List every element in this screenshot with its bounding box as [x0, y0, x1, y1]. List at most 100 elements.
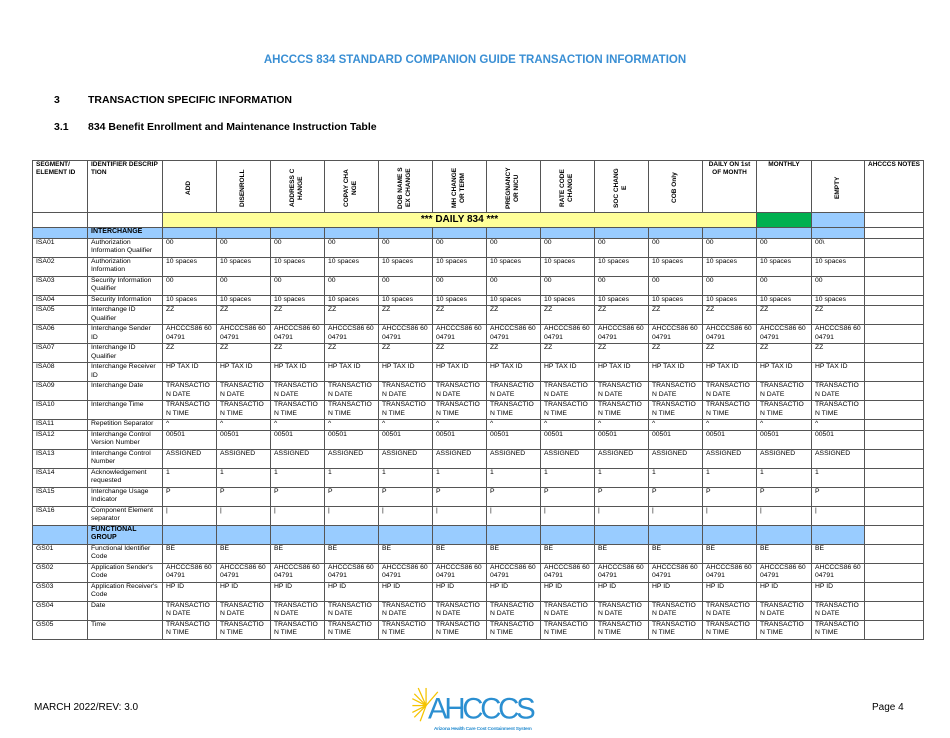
value-cell: ZZ — [648, 305, 703, 326]
value-cell: ASSIGNED — [648, 448, 703, 469]
notes-cell — [864, 305, 924, 326]
value-cell: TRANSACTION TIME — [648, 619, 703, 640]
value-cell: BE — [594, 543, 649, 564]
notes-cell — [864, 256, 924, 277]
value-cell: HP ID — [540, 581, 595, 602]
value-cell: 10 spaces — [702, 256, 757, 277]
value-cell: TRANSACTION DATE — [811, 600, 865, 621]
value-cell: TRANSACTION TIME — [216, 619, 271, 640]
value-cell: HP TAX ID — [540, 362, 595, 383]
value-cell: ZZ — [756, 305, 812, 326]
value-cell: TRANSACTION TIME — [486, 619, 541, 640]
value-cell: 10 spaces — [216, 256, 271, 277]
value-cell: ASSIGNED — [162, 448, 217, 469]
column-header: IDENTIFIER DESCRIPTION — [87, 160, 163, 213]
segment-id: GS03 — [32, 581, 88, 602]
value-cell: 1 — [648, 467, 703, 488]
value-cell: BE — [432, 543, 487, 564]
value-cell: TRANSACTION TIME — [270, 619, 325, 640]
column-header: MH CHANGE OR TERM — [432, 160, 487, 213]
notes-cell — [864, 343, 924, 364]
value-cell: TRANSACTION DATE — [216, 600, 271, 621]
value-cell: TRANSACTION TIME — [378, 400, 433, 421]
identifier-description: Security Information Qualifier — [87, 275, 163, 296]
value-cell: 00501 — [540, 429, 595, 450]
table-row: ISA15 Interchange Usage Indicator P P P P P P P P… — [32, 486, 924, 507]
value-cell: 00 — [648, 237, 703, 258]
value-cell: 1 — [378, 467, 433, 488]
value-cell: HP ID — [648, 581, 703, 602]
value-cell: 10 spaces — [540, 294, 595, 307]
value-cell: 10 spaces — [594, 256, 649, 277]
segment-id: ISA12 — [32, 429, 88, 450]
value-cell: ASSIGNED — [216, 448, 271, 469]
value-cell: | — [486, 505, 541, 526]
value-cell: 10 spaces — [270, 294, 325, 307]
value-cell: TRANSACTION DATE — [648, 381, 703, 402]
value-cell: BE — [324, 543, 379, 564]
column-header: SOC CHANGE — [594, 160, 649, 213]
group-label: FUNCTIONAL GROUP — [87, 524, 163, 545]
value-cell: 00 — [378, 237, 433, 258]
segment-id: ISA07 — [32, 343, 88, 364]
value-cell: 10 spaces — [756, 294, 812, 307]
value-cell: AHCCCS86 6004791 — [540, 324, 595, 345]
value-cell: TRANSACTION TIME — [216, 400, 271, 421]
value-cell: AHCCCS86 6004791 — [486, 562, 541, 583]
value-cell: TRANSACTION DATE — [270, 381, 325, 402]
svg-text:AHCCCS: AHCCCS — [428, 692, 536, 725]
value-cell: | — [594, 505, 649, 526]
value-cell: 1 — [216, 467, 271, 488]
value-cell: HP ID — [162, 581, 217, 602]
segment-id: ISA11 — [32, 419, 88, 431]
table-row: ISA12 Interchange Control Version Number 0… — [32, 429, 924, 450]
notes-cell — [864, 486, 924, 507]
value-cell: ASSIGNED — [702, 448, 757, 469]
value-cell: 10 spaces — [594, 294, 649, 307]
daily-band-row: *** DAILY 834 *** — [32, 212, 924, 228]
identifier-description: Interchange ID Qualifier — [87, 305, 163, 326]
value-cell: TRANSACTION TIME — [270, 400, 325, 421]
value-cell: AHCCCS86 6004791 — [648, 324, 703, 345]
value-cell: ZZ — [378, 343, 433, 364]
value-cell: ZZ — [594, 305, 649, 326]
value-cell: ASSIGNED — [486, 448, 541, 469]
value-cell: ^ — [702, 419, 757, 431]
document-header-title: AHCCCS 834 STANDARD COMPANION GUIDE TRAN… — [263, 54, 687, 66]
identifier-description: Application Sender's Code — [87, 562, 163, 583]
value-cell: HP ID — [486, 581, 541, 602]
identifier-description: Component Element separator — [87, 505, 163, 526]
value-cell: P — [486, 486, 541, 507]
value-cell: ZZ — [811, 343, 865, 364]
table-row: ISA06 Interchange Sender ID AHCCCS86 60047… — [32, 324, 924, 345]
value-cell: 10 spaces — [378, 294, 433, 307]
value-cell: ^ — [432, 419, 487, 431]
value-cell: | — [324, 505, 379, 526]
notes-cell — [864, 619, 924, 640]
value-cell: HP TAX ID — [811, 362, 865, 383]
segment-id: ISA01 — [32, 237, 88, 258]
instruction-table: SEGMENT/ ELEMENT ID IDENTIFIER DESCRIPTI… — [32, 160, 924, 640]
value-cell: AHCCCS86 6004791 — [378, 324, 433, 345]
identifier-description: Security Information — [87, 294, 163, 307]
value-cell: TRANSACTION DATE — [378, 600, 433, 621]
identifier-description: Interchange Usage Indicator — [87, 486, 163, 507]
table-header-row: SEGMENT/ ELEMENT ID IDENTIFIER DESCRIPTI… — [32, 160, 924, 213]
identifier-description: Application Receiver's Code — [87, 581, 163, 602]
value-cell: ASSIGNED — [432, 448, 487, 469]
segment-id: ISA05 — [32, 305, 88, 326]
segment-id: ISA13 — [32, 448, 88, 469]
value-cell: ZZ — [756, 343, 812, 364]
value-cell: BE — [486, 543, 541, 564]
value-cell: AHCCCS86 6004791 — [324, 324, 379, 345]
value-cell: 00501 — [162, 429, 217, 450]
table-row: GS03 Application Receiver's Code HP ID HP I… — [32, 581, 924, 602]
value-cell: 10 spaces — [324, 256, 379, 277]
subsection-title: 834 Benefit Enrollment and Maintenance I… — [88, 121, 377, 133]
value-cell: 00 — [324, 237, 379, 258]
value-cell: HP TAX ID — [756, 362, 812, 383]
value-cell: ZZ — [162, 305, 217, 326]
segment-id: GS04 — [32, 600, 88, 621]
segment-id: ISA16 — [32, 505, 88, 526]
value-cell: TRANSACTION TIME — [756, 619, 812, 640]
